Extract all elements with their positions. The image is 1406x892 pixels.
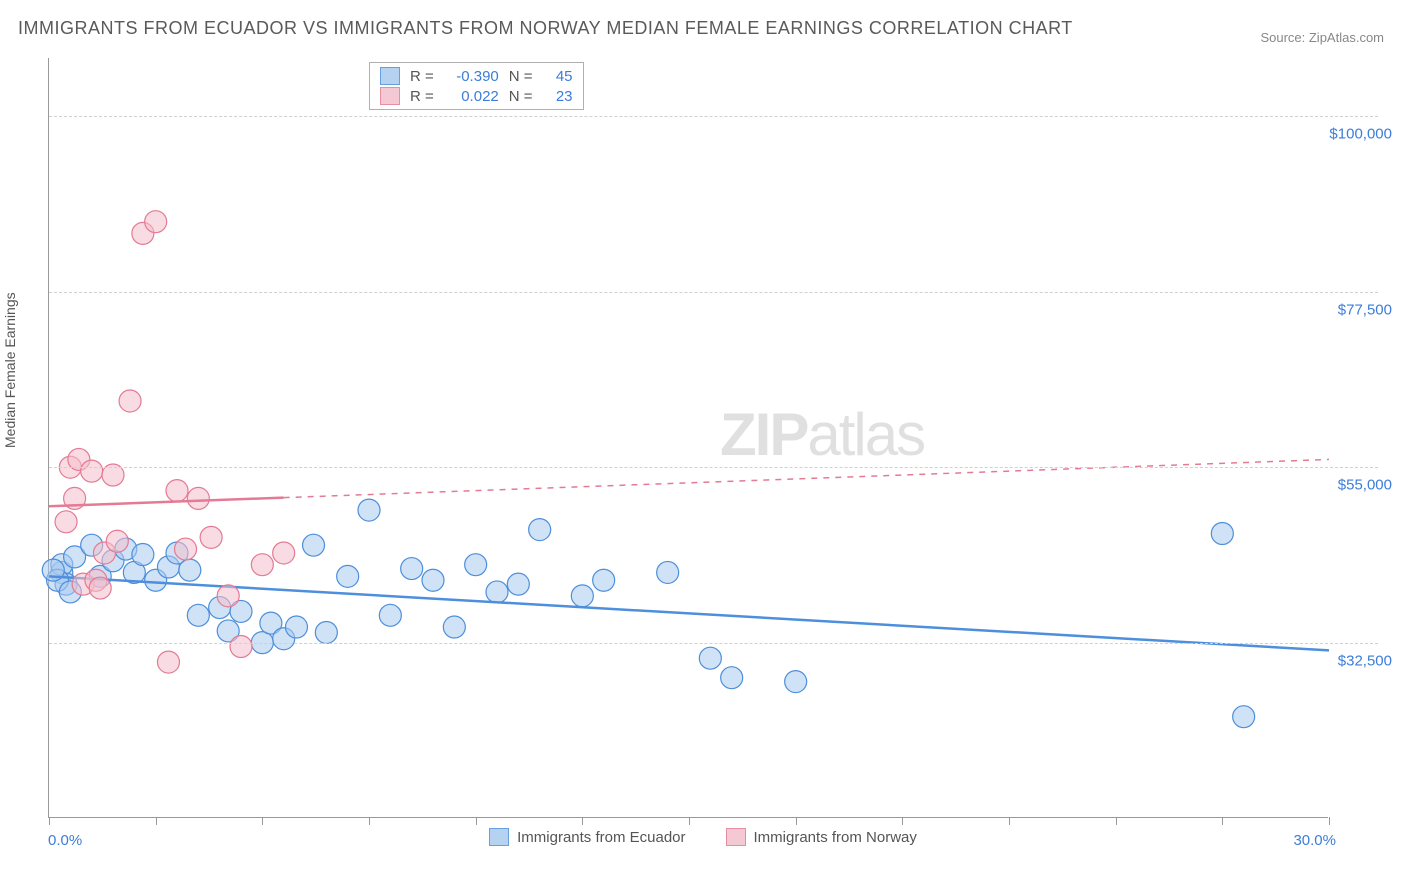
x-tick xyxy=(262,817,263,825)
data-point xyxy=(358,499,380,521)
x-tick xyxy=(1329,817,1330,825)
x-tick xyxy=(49,817,50,825)
data-point xyxy=(119,390,141,412)
data-point xyxy=(251,554,273,576)
data-point xyxy=(337,565,359,587)
data-point xyxy=(593,569,615,591)
y-tick-label: $55,000 xyxy=(1338,477,1392,494)
legend-swatch xyxy=(380,87,400,105)
y-tick-label: $77,500 xyxy=(1338,301,1392,318)
gridline xyxy=(49,116,1378,117)
legend-swatch xyxy=(489,828,509,846)
y-tick-label: $100,000 xyxy=(1329,126,1392,143)
x-tick xyxy=(1222,817,1223,825)
x-tick xyxy=(1116,817,1117,825)
data-point xyxy=(443,616,465,638)
plot-area: R =-0.390N =45R =0.022N =23 $32,500$55,0… xyxy=(48,58,1328,818)
data-point xyxy=(217,585,239,607)
correlation-legend: R = -0.390 N = 45 R = 0.022 N = 23 xyxy=(369,62,584,110)
legend-row: R = 0.022 N = 23 xyxy=(380,87,573,105)
r-label: R = xyxy=(410,88,434,105)
data-point xyxy=(401,558,423,580)
legend-row: R = -0.390 N = 45 xyxy=(380,67,573,85)
data-point xyxy=(89,577,111,599)
x-tick xyxy=(796,817,797,825)
x-tick xyxy=(369,817,370,825)
data-point xyxy=(187,604,209,626)
x-tick xyxy=(902,817,903,825)
y-tick-label: $32,500 xyxy=(1338,652,1392,669)
data-point xyxy=(179,559,201,581)
data-point xyxy=(273,542,295,564)
data-point xyxy=(166,480,188,502)
data-point xyxy=(106,530,128,552)
gridline xyxy=(49,467,1378,468)
data-point xyxy=(200,526,222,548)
r-value: -0.390 xyxy=(444,68,499,85)
legend-item: Immigrants from Ecuador xyxy=(489,828,685,846)
data-point xyxy=(175,538,197,560)
data-point xyxy=(157,651,179,673)
legend-label: Immigrants from Ecuador xyxy=(517,829,685,846)
n-value: 23 xyxy=(543,88,573,105)
trend-line-extrapolated xyxy=(284,459,1329,497)
x-tick xyxy=(476,817,477,825)
series-legend: Immigrants from Ecuador Immigrants from N… xyxy=(0,828,1406,846)
legend-label: Immigrants from Norway xyxy=(754,829,917,846)
legend-item: Immigrants from Norway xyxy=(726,828,917,846)
r-label: R = xyxy=(410,68,434,85)
legend-swatch xyxy=(380,67,400,85)
data-point xyxy=(529,519,551,541)
gridline xyxy=(49,643,1378,644)
x-tick xyxy=(1009,817,1010,825)
data-point xyxy=(507,573,529,595)
x-tick xyxy=(156,817,157,825)
data-point xyxy=(1211,522,1233,544)
data-point xyxy=(187,487,209,509)
data-point xyxy=(785,671,807,693)
data-point xyxy=(465,554,487,576)
gridline xyxy=(49,292,1378,293)
data-point xyxy=(486,581,508,603)
data-point xyxy=(721,667,743,689)
n-label: N = xyxy=(509,68,533,85)
r-value: 0.022 xyxy=(444,88,499,105)
x-tick xyxy=(582,817,583,825)
data-point xyxy=(1233,706,1255,728)
legend-swatch xyxy=(726,828,746,846)
chart-title: IMMIGRANTS FROM ECUADOR VS IMMIGRANTS FR… xyxy=(18,18,1073,39)
data-point xyxy=(379,604,401,626)
y-axis-label: Median Female Earnings xyxy=(2,292,18,448)
data-point xyxy=(303,534,325,556)
data-point xyxy=(285,616,307,638)
data-point xyxy=(132,544,154,566)
data-point xyxy=(81,460,103,482)
data-point xyxy=(422,569,444,591)
source-attribution: Source: ZipAtlas.com xyxy=(1260,30,1384,45)
data-point xyxy=(55,511,77,533)
data-point xyxy=(315,621,337,643)
data-point xyxy=(699,647,721,669)
n-value: 45 xyxy=(543,68,573,85)
n-label: N = xyxy=(509,88,533,105)
x-tick xyxy=(689,817,690,825)
data-point xyxy=(657,561,679,583)
data-point xyxy=(571,585,593,607)
data-point xyxy=(230,636,252,658)
chart-svg xyxy=(49,58,1328,817)
data-point xyxy=(145,211,167,233)
